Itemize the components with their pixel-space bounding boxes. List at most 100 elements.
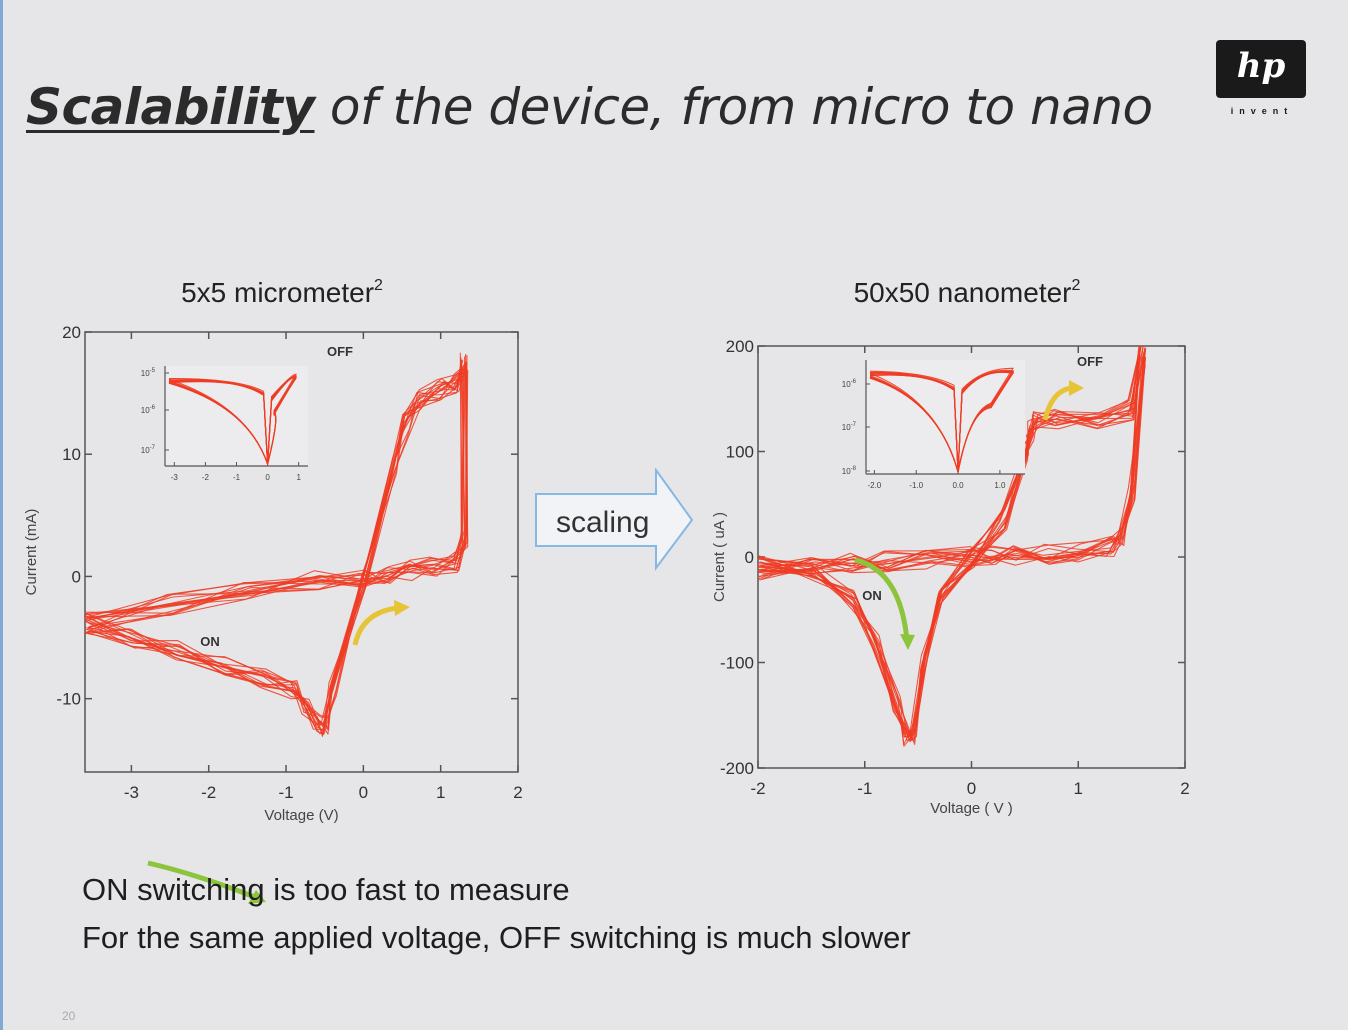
chart-svg: 50x50 nanometer2 -200 -100 0 100 200 -2 -1 0 1 2 Vo…	[711, 277, 1190, 817]
scaling-arrow-shape	[535, 466, 694, 571]
data-series-line	[759, 359, 1141, 581]
x-axis-label: Voltage ( V )	[930, 800, 1013, 817]
chart-micro: 5x5 micrometer2 -10 0 10 20 -3 -2 -1 0 1 2 Voltage …	[0, 260, 540, 904]
x-tick-label: 2	[513, 783, 522, 802]
inset-y-tick-label: 10-7	[141, 445, 156, 455]
inset-y-tick-label: 10-8	[842, 466, 857, 476]
y-axis-label: Current ( uA )	[711, 512, 728, 602]
x-tick-label: 2	[1180, 779, 1189, 798]
x-tick-label: 1	[436, 783, 445, 802]
inset-x-tick-label: -2.0	[867, 481, 881, 490]
data-series-line	[758, 352, 1145, 734]
title-emphasis: Scalability	[26, 78, 315, 136]
inset-x-tick-label: -1.0	[909, 481, 923, 490]
scaling-arrow: scaling	[534, 466, 696, 572]
inset-y-tick-label: 10-7	[842, 422, 857, 432]
hp-logo: hp invent	[1214, 40, 1310, 122]
caption-on-switching: ON switching is too fast to measure	[82, 872, 570, 907]
chart-title-superscript: 2	[1072, 277, 1081, 294]
plot-frame	[84, 331, 519, 773]
off-annotation-label: OFF	[1077, 354, 1103, 369]
inset-y-tick-exponent: -6	[150, 405, 156, 411]
inset-x-tick-label: 1.0	[994, 481, 1006, 490]
data-series-line	[760, 346, 1144, 747]
inset-x-tick-label: 0.0	[952, 481, 964, 490]
inset-x-tick-label: -2	[202, 473, 210, 482]
x-tick-label: -3	[124, 783, 139, 802]
y-tick-label: -100	[720, 654, 754, 673]
inset-y-tick-exponent: -8	[851, 466, 857, 472]
data-layer	[85, 352, 469, 737]
hp-logo-badge: hp	[1216, 40, 1306, 98]
data-series-line	[88, 355, 468, 619]
y-tick-label: 10	[62, 445, 81, 464]
inset-y-tick-exponent: -7	[150, 445, 156, 451]
y-tick-label: -200	[720, 759, 754, 778]
data-series-line	[85, 365, 468, 735]
x-axis-label: Voltage (V)	[264, 807, 338, 824]
inset-y-tick-exponent: -6	[851, 379, 857, 385]
data-series-line	[761, 366, 1145, 574]
inset-data-curve	[168, 375, 297, 466]
data-series-line	[85, 374, 466, 736]
x-tick-label: 1	[1074, 779, 1083, 798]
chart-nano: 50x50 nanometer2 -200 -100 0 100 200 -2 -1 0 1 2 Vo…	[700, 260, 1220, 840]
on-annotation-label: ON	[862, 588, 882, 603]
page-title: Scalability of the device, from micro to…	[26, 78, 1153, 136]
page-number: 20	[62, 1009, 76, 1023]
off-arrow-head	[1069, 380, 1084, 396]
data-series-line	[758, 347, 1147, 574]
on-arrow-head	[900, 634, 915, 650]
y-tick-label: 20	[62, 323, 81, 342]
chart-title: 5x5 micrometer2	[181, 277, 383, 308]
hp-logo-mark: hp	[1236, 46, 1286, 86]
y-tick-label: 200	[726, 337, 754, 356]
inset-x-tick-label: 1	[296, 473, 301, 482]
x-tick-label: 0	[967, 779, 976, 798]
x-tick-label: -1	[278, 783, 293, 802]
data-series-line	[758, 348, 1146, 741]
caption-off-switching: For the same applied voltage, OFF switch…	[82, 920, 911, 955]
data-series-line	[85, 364, 467, 615]
hp-logo-tagline: invent	[1230, 106, 1294, 116]
y-tick-label: 100	[726, 443, 754, 462]
off-arrow-head	[394, 600, 410, 616]
inset-y-tick-label: 10-5	[141, 368, 156, 378]
left-accent-rule	[0, 0, 3, 1030]
x-tick-label: -2	[750, 779, 765, 798]
on-annotation-label: ON	[200, 634, 220, 649]
data-series-line	[85, 362, 466, 719]
on-arrow	[147, 860, 263, 903]
data-layer	[758, 346, 1147, 747]
x-tick-label: -2	[201, 783, 216, 802]
inset-x-tick-label: -1	[233, 473, 241, 482]
data-series-line	[85, 359, 462, 620]
data-series-line	[758, 346, 1142, 742]
inset-data-curve	[869, 371, 1014, 473]
inset-background	[866, 360, 1025, 474]
y-tick-label: 0	[72, 567, 81, 586]
on-arrow-head	[248, 890, 266, 904]
off-arrow	[352, 605, 399, 646]
data-series-line	[85, 359, 466, 631]
on-arrow	[854, 557, 910, 641]
chart-title: 50x50 nanometer2	[854, 277, 1081, 308]
title-rest: of the device, from micro to nano	[314, 78, 1153, 136]
x-tick-label: 0	[359, 783, 368, 802]
inset-y-tick-label: 10-6	[842, 379, 857, 389]
inset-x-tick-label: 0	[265, 473, 270, 482]
data-series-line	[85, 377, 462, 729]
scaling-label: scaling	[556, 506, 649, 539]
y-axis-label: Current (mA)	[23, 509, 40, 596]
inset-y-tick-label: 10-6	[141, 405, 156, 415]
data-series-line	[758, 346, 1142, 736]
inset-x-tick-label: -3	[171, 473, 179, 482]
x-tick-label: -1	[857, 779, 872, 798]
y-tick-label: -10	[56, 690, 81, 709]
data-series-line	[88, 359, 462, 735]
chart-title-superscript: 2	[374, 277, 383, 294]
off-annotation-label: OFF	[327, 344, 353, 359]
y-tick-label: 0	[745, 548, 754, 567]
off-arrow	[1042, 385, 1073, 421]
